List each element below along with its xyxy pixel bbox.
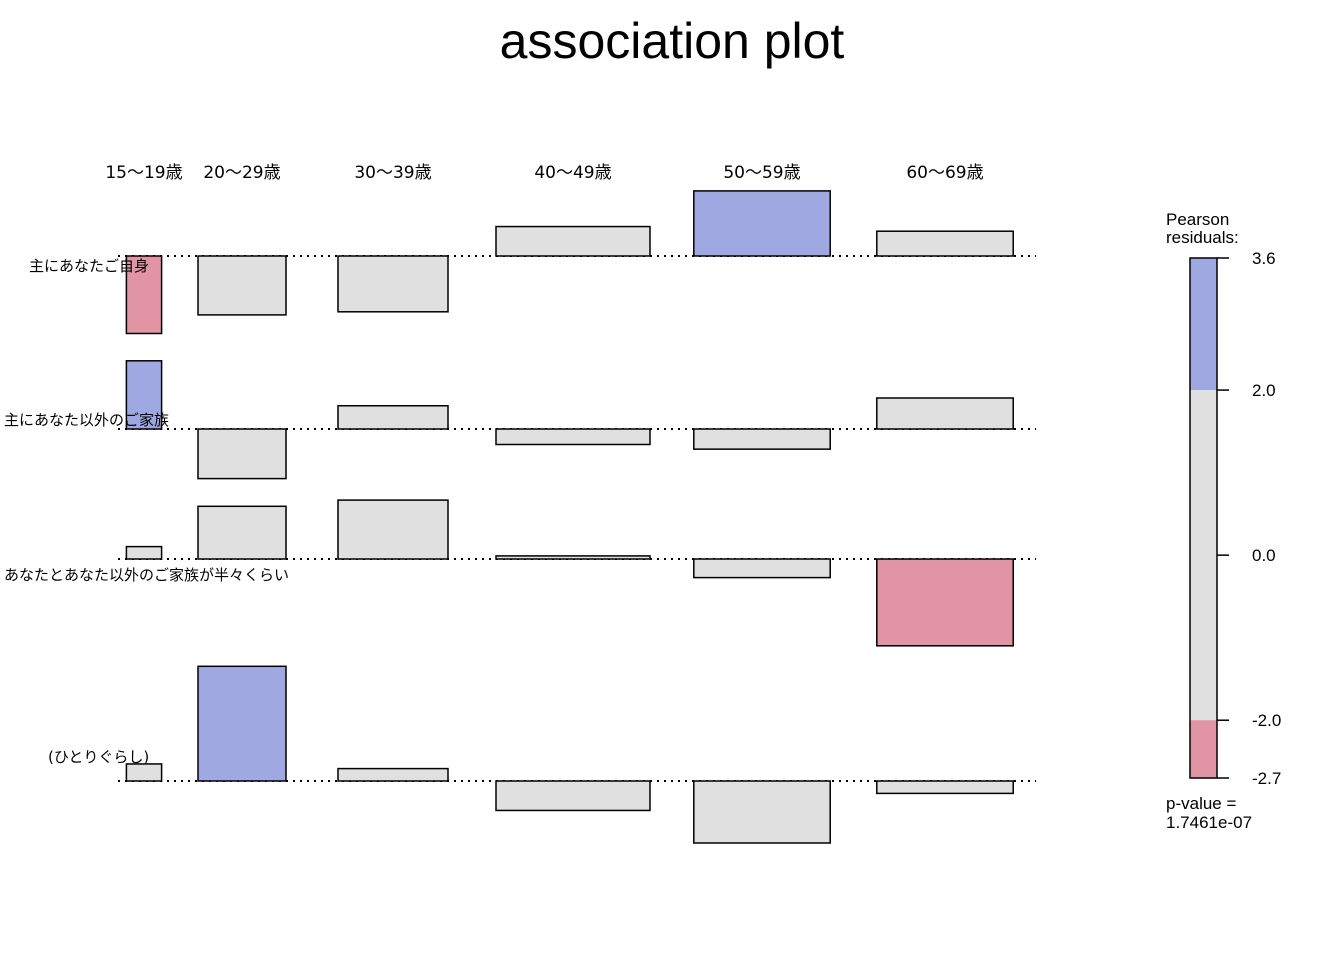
row-label-2: 主にあなた以外のご家族 — [4, 411, 169, 429]
column-label-5: 50〜59歳 — [723, 163, 800, 183]
chart-title: association plot — [500, 13, 845, 69]
bar-r4-c2 — [197, 665, 287, 782]
legend-tick-label-3: 0.0 — [1252, 546, 1276, 565]
bar-r4-c4 — [495, 780, 651, 812]
legend-frame — [1189, 257, 1218, 779]
legend-tick-label-4: -2.0 — [1252, 711, 1281, 730]
bar-r1-c5 — [693, 190, 831, 257]
bar-r3-c2 — [197, 505, 287, 560]
legend-tick-label-1: 3.6 — [1252, 249, 1276, 268]
bar-r3-c6 — [876, 558, 1014, 647]
legend-ticks: 3.6 2.0 0.0 -2.0 -2.7 — [1217, 249, 1281, 788]
legend-color-bar — [1189, 257, 1218, 779]
legend-positive-band — [1190, 258, 1217, 391]
legend-tick-label-5: -2.7 — [1252, 769, 1281, 788]
bar-r2-c3 — [337, 405, 449, 430]
legend-neutral-band — [1190, 390, 1217, 721]
bar-r4-c6 — [876, 780, 1014, 795]
pvalue-label: p-value = — [1166, 794, 1236, 813]
bar-r4-c5 — [693, 780, 831, 844]
bar-r3-c5 — [693, 558, 831, 579]
column-label-1: 15〜19歳 — [105, 163, 182, 183]
residual-bars — [125, 190, 1014, 844]
row-label-4: (ひとりぐらし) — [48, 748, 149, 766]
bar-r2-c5 — [693, 428, 831, 450]
bar-r4-c3 — [337, 767, 449, 782]
legend-title-line2: residuals: — [1166, 228, 1239, 247]
bar-r2-c2 — [197, 428, 287, 480]
column-labels: 15〜19歳 20〜29歳 30〜39歳 40〜49歳 50〜59歳 60〜69歳 — [105, 163, 983, 183]
column-label-3: 30〜39歳 — [354, 163, 431, 183]
bar-r1-c4 — [495, 225, 651, 257]
legend-negative-band — [1190, 720, 1217, 778]
column-label-6: 60〜69歳 — [906, 163, 983, 183]
bar-r4-c1 — [125, 763, 163, 782]
bar-r2-c1 — [125, 360, 163, 430]
bar-r2-c6 — [876, 397, 1014, 430]
row-label-3: あなたとあなた以外のご家族が半々くらい — [4, 566, 289, 584]
bar-r2-c4 — [495, 428, 651, 446]
legend-tick-label-2: 2.0 — [1252, 381, 1276, 400]
column-label-4: 40〜49歳 — [534, 163, 611, 183]
row-label-1: 主にあなたご自身 — [29, 257, 149, 275]
bar-r1-c2 — [197, 255, 287, 316]
bar-r1-c1 — [125, 255, 163, 335]
column-label-2: 20〜29歳 — [203, 163, 280, 183]
legend: Pearson residuals: 3.6 2.0 0.0 -2.0 -2.7 p-v… — [1166, 210, 1281, 832]
bar-r1-c6 — [876, 230, 1014, 257]
legend-title-line1: Pearson — [1166, 210, 1229, 229]
bar-r3-c1 — [125, 545, 163, 560]
bar-r3-c3 — [337, 499, 449, 560]
bar-r3-c4 — [495, 555, 651, 560]
pvalue-value: 1.7461e-07 — [1166, 813, 1252, 832]
bar-r1-c3 — [337, 255, 449, 313]
